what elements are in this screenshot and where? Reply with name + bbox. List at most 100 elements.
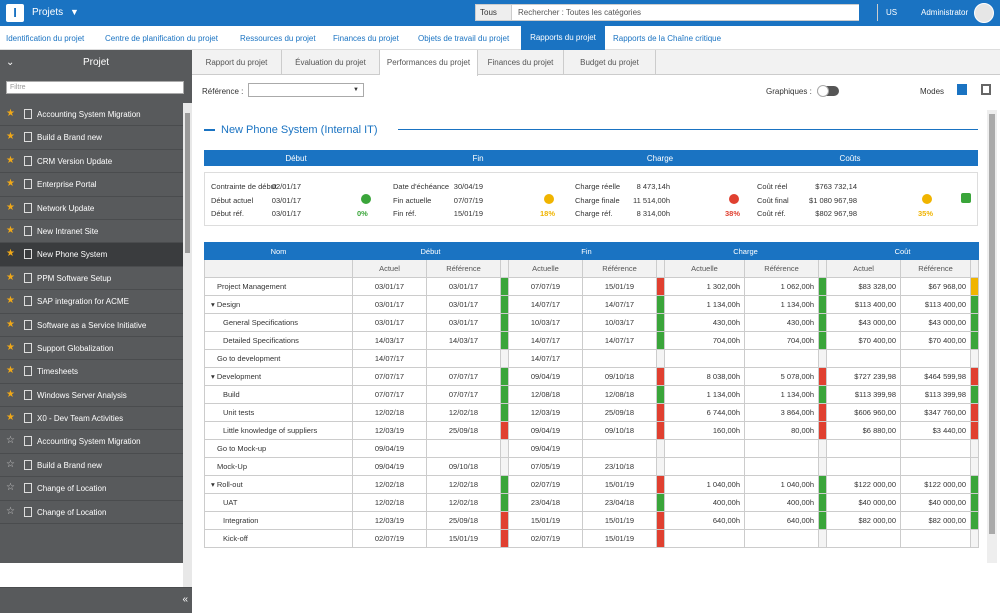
summary-header-end: Fin (472, 154, 484, 163)
filter-input[interactable]: Filtre (6, 81, 184, 94)
sidebar-item[interactable]: ★ Accounting System Migration (0, 103, 183, 127)
sidebar-item[interactable]: ★ Software as a Service Initiative (0, 314, 183, 337)
search-category-select[interactable]: Tous (476, 5, 512, 20)
expand-toggle-icon[interactable]: ▾ (211, 371, 217, 381)
grid-cell: 430,00h (744, 312, 820, 332)
favorite-star-icon[interactable]: ★ (6, 318, 15, 330)
sidebar-item[interactable]: ☆ Change of Location (0, 477, 183, 501)
language-selector[interactable]: US (886, 8, 898, 17)
mode-bars-icon[interactable] (957, 84, 967, 95)
search-input[interactable]: Rechercher : Toutes les catégories (518, 8, 642, 17)
module-selector[interactable]: Projets (32, 7, 64, 18)
graphs-toggle[interactable] (817, 85, 839, 97)
status-indicator (818, 330, 828, 350)
search-bar[interactable]: Tous Rechercher : Toutes les catégories (475, 4, 878, 21)
top-bar: I Projets ▼ Tous Rechercher : Toutes les… (0, 0, 1000, 26)
favorite-star-icon[interactable]: ★ (6, 201, 15, 213)
table-row[interactable]: Unit tests 12/02/18 12/02/18 12/03/19 25/09/… (204, 402, 980, 422)
content-scrollbar[interactable] (987, 110, 997, 563)
table-row[interactable]: General Specifications 03/01/17 03/01/17 10… (204, 312, 980, 332)
favorite-star-icon[interactable]: ★ (6, 341, 15, 353)
nav-item[interactable]: Centre de planification du projet (105, 34, 218, 43)
avatar[interactable] (974, 3, 994, 23)
sidebar-item[interactable]: ★ New Phone System (0, 243, 183, 267)
favorite-star-icon[interactable]: ★ (6, 365, 15, 377)
user-menu[interactable]: Administrator (921, 8, 969, 17)
status-indicator (500, 420, 509, 440)
mode-grid-icon[interactable] (981, 84, 991, 95)
tab-item[interactable]: Budget du projet (564, 50, 656, 75)
favorite-star-icon[interactable]: ☆ (6, 482, 15, 494)
export-icon[interactable] (961, 193, 971, 203)
nav-item[interactable]: Objets de travail du projet (418, 34, 510, 43)
favorite-star-icon[interactable]: ☆ (6, 435, 15, 447)
nav-item[interactable]: Rapports du projet (521, 26, 605, 50)
favorite-star-icon[interactable]: ★ (6, 224, 15, 236)
table-row[interactable]: ▾ Roll-out 12/02/18 12/02/18 02/07/19 15/01/… (204, 474, 980, 494)
tab-item[interactable]: Rapport du projet (192, 50, 282, 75)
collapse-icon[interactable]: « (182, 594, 188, 605)
favorite-star-icon[interactable]: ★ (6, 412, 15, 424)
favorite-star-icon[interactable]: ★ (6, 388, 15, 400)
favorite-star-icon[interactable]: ☆ (6, 458, 15, 470)
table-row[interactable]: ▾ Design 03/01/17 03/01/17 14/07/17 14/07/17… (204, 294, 980, 314)
grid-cell (426, 438, 501, 458)
sidebar-item[interactable]: ★ Build a Brand new (0, 126, 183, 150)
favorite-star-icon[interactable]: ★ (6, 271, 15, 283)
table-row[interactable]: Go to development 14/07/17 14/07/17 (204, 348, 980, 368)
favorite-star-icon[interactable]: ★ (6, 154, 15, 166)
table-row[interactable]: ▾ Development 07/07/17 07/07/17 09/04/19 09/… (204, 366, 980, 386)
sidebar-item[interactable]: ★ X0 - Dev Team Activities (0, 407, 183, 431)
favorite-star-icon[interactable]: ★ (6, 108, 15, 119)
sidebar-item[interactable]: ☆ Build a Brand new (0, 454, 183, 478)
expand-toggle-icon[interactable]: ▾ (211, 299, 217, 309)
favorite-star-icon[interactable]: ★ (6, 248, 15, 260)
table-row[interactable]: Integration 12/03/19 25/09/18 15/01/19 15/01… (204, 510, 980, 530)
tab-active[interactable]: Performances du projet (380, 50, 478, 76)
table-row[interactable]: Kick-off 02/07/19 15/01/19 02/07/19 15/01/19 (204, 528, 980, 548)
favorite-star-icon[interactable]: ★ (6, 178, 15, 190)
nav-item[interactable]: Rapports de la Chaîne critique (613, 34, 722, 43)
sidebar-item[interactable]: ★ Enterprise Portal (0, 173, 183, 197)
sidebar-item[interactable]: ★ CRM Version Update (0, 150, 183, 174)
nav-item[interactable]: Identification du projet (6, 34, 85, 43)
table-row[interactable]: UAT 12/02/18 12/02/18 23/04/18 23/04/18 400,0… (204, 492, 980, 512)
sidebar-item[interactable]: ★ SAP integration for ACME (0, 290, 183, 314)
tab-item[interactable]: Finances du projet (478, 50, 564, 75)
sidebar-item[interactable]: ★ Network Update (0, 197, 183, 220)
project-title-row: New Phone System (Internal IT) (204, 122, 978, 138)
table-row[interactable]: Mock-Up 09/04/19 09/10/18 07/05/19 23/10/18 (204, 456, 980, 476)
table-row[interactable]: Build 07/07/17 07/07/17 12/08/18 12/08/18 1 1… (204, 384, 980, 404)
chevron-down-icon[interactable]: ▼ (70, 7, 79, 17)
sidebar-scrollbar[interactable] (183, 103, 192, 587)
expand-toggle-icon[interactable]: ▾ (211, 479, 217, 489)
grid-cell: 704,00h (744, 330, 820, 350)
sidebar-item[interactable]: ★ Support Globalization (0, 337, 183, 361)
chevron-down-icon[interactable]: ⌄ (6, 57, 15, 68)
table-row[interactable]: Project Management 03/01/17 03/01/17 07/07/… (204, 276, 980, 296)
reference-select[interactable]: ▼ (248, 83, 364, 97)
favorite-star-icon[interactable]: ★ (6, 295, 15, 307)
table-row[interactable]: Detailed Specifications 14/03/17 14/03/17 1… (204, 330, 980, 350)
sidebar-item[interactable]: ★ Windows Server Analysis (0, 384, 183, 408)
nav-item[interactable]: Ressources du projet (240, 34, 316, 43)
favorite-star-icon[interactable]: ☆ (6, 505, 15, 517)
app-logo[interactable]: I (6, 4, 24, 22)
sidebar-item[interactable]: ★ PPM Software Setup (0, 267, 183, 291)
sidebar-item[interactable]: ★ Timesheets (0, 360, 183, 384)
table-row[interactable]: Go to Mock-up 09/04/19 09/04/19 (204, 438, 980, 458)
row-name: Go to development (217, 353, 281, 363)
sidebar-item[interactable]: ★ New Intranet Site (0, 220, 183, 244)
sidebar-item[interactable]: ☆ Accounting System Migration (0, 430, 183, 454)
status-indicator (970, 420, 980, 440)
favorite-star-icon[interactable]: ★ (6, 131, 15, 143)
sidebar-item-label: PPM Software Setup (37, 273, 112, 283)
sidebar-item[interactable]: ☆ Change of Location (0, 501, 183, 525)
search-icon[interactable] (859, 4, 877, 21)
table-row[interactable]: Little knowledge of suppliers 12/03/19 25/… (204, 420, 980, 440)
grid-cell: $82 000,00 (826, 510, 902, 530)
nav-item[interactable]: Finances du projet (333, 34, 399, 43)
sidebar-item-label: CRM Version Update (37, 156, 113, 166)
tab-item[interactable]: Évaluation du projet (282, 50, 380, 75)
summary-value: 30/04/19 (453, 182, 483, 191)
